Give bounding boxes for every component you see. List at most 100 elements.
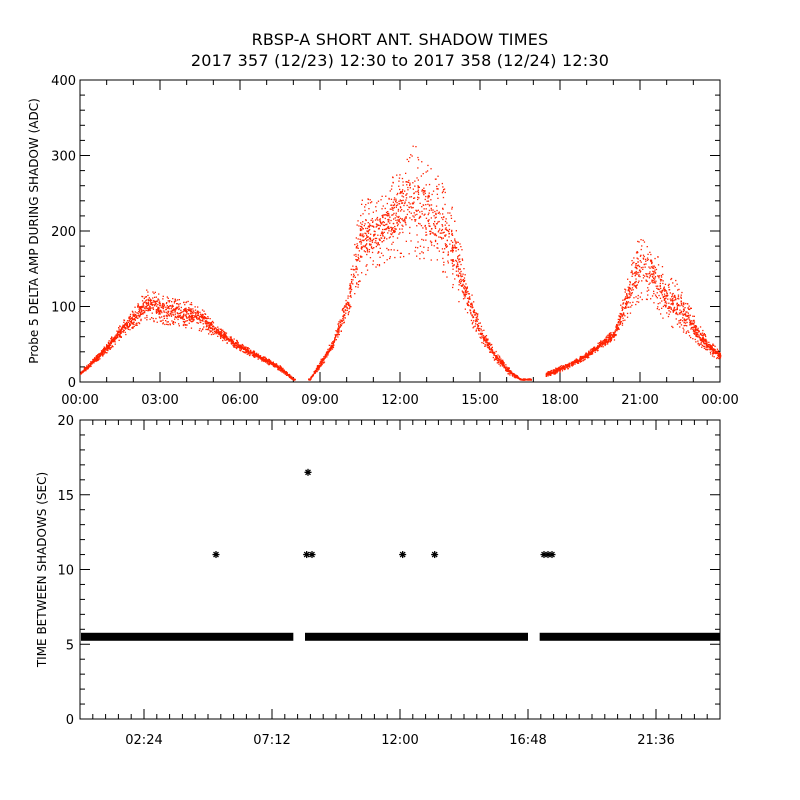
data-point [114,338,116,340]
data-point [220,337,222,339]
data-point [693,332,695,334]
data-point [230,342,232,344]
data-point [466,303,469,305]
data-point [574,359,576,361]
data-point [169,300,171,302]
data-point [96,359,99,362]
data-point [563,365,565,368]
data-point [463,280,465,283]
data-point [683,309,685,311]
data-point [190,321,193,323]
data-point [481,342,483,344]
data-point [376,225,378,227]
data-point [209,329,211,332]
data-point [448,228,451,231]
data-point [617,328,619,331]
data-point [510,372,513,374]
data-point [442,186,444,188]
data-point [254,355,256,357]
data-point [124,323,127,326]
data-point [597,345,599,347]
data-point [700,339,703,341]
data-point [366,247,368,250]
data-point [683,319,685,321]
data-point [657,275,659,277]
data-point [366,230,368,232]
data-point [389,222,391,224]
data-point [172,298,174,300]
data-point [110,339,112,341]
data-point [321,358,324,360]
data-point [264,356,266,358]
data-point [692,326,694,328]
data-point [417,247,419,249]
data-point [405,172,407,174]
data-point [690,327,693,329]
data-point [661,292,663,294]
data-point [106,352,108,354]
data-point [366,240,368,242]
data-point [573,362,575,364]
data-point [249,352,251,354]
data-point [319,365,321,367]
data-point [321,363,323,366]
data-point [629,302,631,304]
data-point [120,335,122,338]
data-point [148,308,150,310]
data-point [674,296,677,298]
data-point [332,346,334,348]
data-point [423,190,425,192]
data-point [226,342,228,344]
data-point [202,323,204,325]
data-point [197,318,199,320]
data-point [419,216,421,219]
data-point [449,212,451,214]
data-point [703,347,705,349]
data-point [180,306,182,309]
data-point [324,356,327,358]
data-point [556,371,559,373]
data-point [205,317,207,320]
data-point [424,192,426,194]
data-point [208,321,210,324]
data-point [208,325,210,327]
data-point [278,367,280,369]
data-point [207,321,209,324]
data-point [458,301,460,303]
data-point [196,318,198,320]
data-point [352,276,355,278]
data-point [477,325,480,327]
data-point [130,318,133,320]
data-point [152,307,154,309]
data-point [220,336,222,338]
data-point [336,334,338,336]
data-point [557,370,559,372]
data-point [233,338,235,340]
data-point [167,312,169,314]
data-point [199,328,201,330]
data-point [640,254,642,256]
data-point [668,286,670,288]
data-point [413,212,415,214]
data-point [408,253,410,255]
data-point [702,329,704,332]
data-point [117,331,119,333]
data-point [382,232,384,234]
data-point [230,340,232,342]
data-point [116,335,119,337]
data-point [366,236,368,238]
data-point [375,210,377,212]
data-point [398,219,400,221]
data-point [337,333,339,335]
data-point [591,353,594,355]
data-point [629,312,632,314]
data-point [484,339,486,341]
data-point [338,321,340,323]
data-point [553,370,555,372]
data-point [197,310,199,312]
data-point [571,361,574,363]
data-point [416,255,418,257]
data-point [627,306,629,308]
data-point [91,361,93,364]
data-point [612,335,614,337]
